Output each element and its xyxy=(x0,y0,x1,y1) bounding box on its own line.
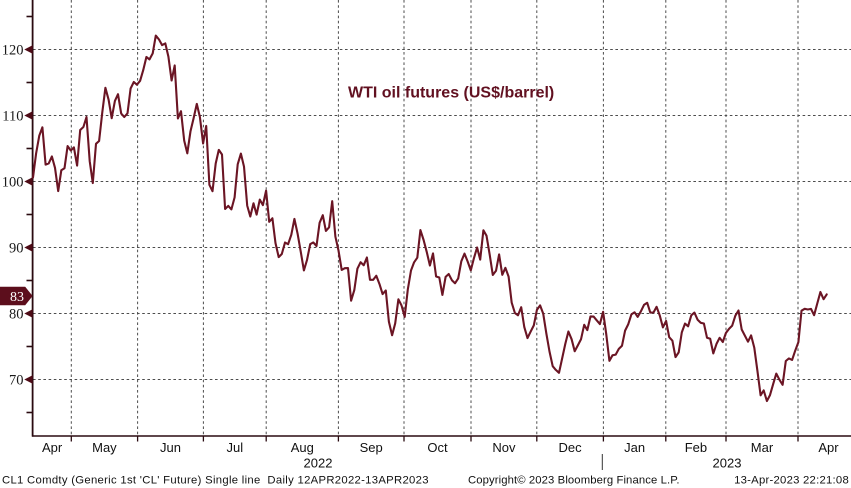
svg-text:Apr: Apr xyxy=(42,440,63,455)
svg-text:Mar: Mar xyxy=(751,440,774,455)
svg-text:Copyright© 2023 Bloomberg Fina: Copyright© 2023 Bloomberg Finance L.P. xyxy=(468,475,680,487)
svg-text:80: 80 xyxy=(9,307,24,323)
svg-text:90: 90 xyxy=(9,241,24,257)
svg-text:2022: 2022 xyxy=(304,456,333,471)
svg-text:May: May xyxy=(92,440,117,455)
svg-text:Sep: Sep xyxy=(360,440,383,455)
svg-text:110: 110 xyxy=(2,109,23,125)
svg-text:120: 120 xyxy=(2,43,24,59)
svg-text:Aug: Aug xyxy=(291,440,314,455)
svg-text:Nov: Nov xyxy=(492,440,516,455)
svg-text:100: 100 xyxy=(2,175,24,191)
svg-text:Jan: Jan xyxy=(624,440,645,455)
svg-text:WTI oil futures (US$/barrel): WTI oil futures (US$/barrel) xyxy=(348,85,554,102)
svg-text:Oct: Oct xyxy=(427,440,448,455)
svg-text:2023: 2023 xyxy=(713,456,742,471)
svg-text:83: 83 xyxy=(10,290,24,305)
svg-text:Feb: Feb xyxy=(685,440,707,455)
svg-text:13-Apr-2023 22:21:08: 13-Apr-2023 22:21:08 xyxy=(734,475,849,487)
svg-text:Jun: Jun xyxy=(160,440,181,455)
svg-text:Jul: Jul xyxy=(226,440,243,455)
svg-text:Apr: Apr xyxy=(818,440,839,455)
svg-text:CL1 Comdty (Generic 1st 'CL' F: CL1 Comdty (Generic 1st 'CL' Future) Sin… xyxy=(2,475,429,487)
svg-text:Dec: Dec xyxy=(559,440,583,455)
svg-text:70: 70 xyxy=(9,373,24,389)
